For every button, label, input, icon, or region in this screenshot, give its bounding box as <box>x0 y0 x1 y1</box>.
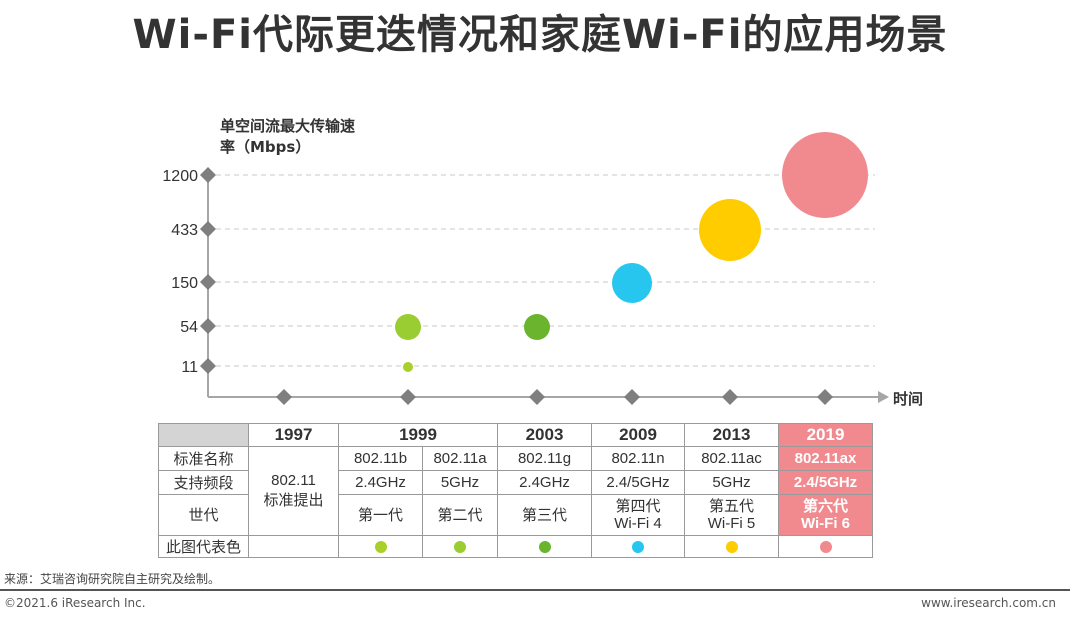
y-tick-label-150: 150 <box>171 275 198 292</box>
y-axis-label-line-1: 单空间流最大传输速 <box>220 117 355 135</box>
cell-gen-4-line-1: 第四代 <box>615 498 661 515</box>
cell-1997-line-1: 802.11 <box>271 472 316 489</box>
table-header-row: 1997 1999 2003 2009 2013 2019 <box>158 423 873 447</box>
color-dot-80211ax <box>819 541 832 554</box>
cell-gen-6-line-2: Wi-Fi 6 <box>800 515 851 532</box>
cell-name-80211n: 802.11n <box>591 446 685 471</box>
cell-band-80211ac: 5GHz <box>684 470 779 495</box>
cell-band-80211ax: 2.4/5GHz <box>778 470 873 495</box>
x-axis-label: 时间 <box>893 390 923 408</box>
year-header-2019: 2019 <box>778 423 873 447</box>
cell-name-80211ac: 802.11ac <box>684 446 779 471</box>
y-tick-label-11: 11 <box>181 359 198 376</box>
color-dot-80211n <box>632 541 644 554</box>
year-header-2013: 2013 <box>684 423 779 447</box>
source-note: 来源：艾瑞咨询研究院自主研究及绘制。 <box>4 572 221 586</box>
cell-gen-6: 第六代 Wi-Fi 6 <box>778 494 873 536</box>
cell-gen-3: 第三代 <box>497 494 592 536</box>
cell-band-80211g: 2.4GHz <box>497 470 592 495</box>
copyright: ©2021.6 iResearch Inc. <box>4 596 146 610</box>
cell-color-80211ac <box>684 535 779 558</box>
y-tick-marker-1200 <box>200 167 216 183</box>
y-tick-marker-54 <box>200 318 216 334</box>
website-link[interactable]: www.iresearch.com.cn <box>921 596 1056 610</box>
y-tick-label-433: 433 <box>171 222 198 239</box>
cell-band-80211b: 2.4GHz <box>338 470 423 495</box>
row-label-band: 支持频段 <box>158 470 249 495</box>
row-label-generation: 世代 <box>158 494 249 536</box>
year-header-1997: 1997 <box>248 423 339 447</box>
row-label-color: 此图代表色 <box>158 535 249 558</box>
color-dot-80211b <box>374 541 387 554</box>
cell-1997-merged: 802.11 标准提出 <box>248 446 339 536</box>
bubble-1999-54 <box>395 314 421 340</box>
cell-gen-1: 第一代 <box>338 494 423 536</box>
cell-gen-1-line-1: 第一代 <box>357 506 403 524</box>
cell-color-80211n <box>591 535 685 558</box>
bubble-2009-150 <box>612 263 652 303</box>
cell-gen-2: 第二代 <box>422 494 498 536</box>
x-tick-marker-2009 <box>624 389 640 405</box>
bubbles <box>395 132 868 372</box>
x-tick-marker-1997 <box>276 389 292 405</box>
table-row-color: 此图代表色 <box>158 535 873 558</box>
cell-band-80211a: 5GHz <box>422 470 498 495</box>
x-tick-marker-2013 <box>722 389 738 405</box>
table-corner-cell <box>158 423 249 447</box>
y-tick-label-54: 54 <box>180 319 198 336</box>
color-dot-80211ac <box>725 541 738 554</box>
cell-gen-4: 第四代 Wi-Fi 4 <box>591 494 685 536</box>
year-header-1999: 1999 <box>338 423 498 447</box>
cell-color-80211ax <box>778 535 873 558</box>
cell-name-80211b: 802.11b <box>338 446 423 471</box>
cell-gen-2-line-1: 第二代 <box>437 506 483 524</box>
x-tick-marker-2019 <box>817 389 833 405</box>
cell-band-80211n: 2.4/5GHz <box>591 470 685 495</box>
cell-name-80211g: 802.11g <box>497 446 592 471</box>
cell-gen-4-line-2: Wi-Fi 4 <box>614 515 662 532</box>
cell-gen-6-line-1: 第六代 <box>802 498 848 515</box>
y-tick-marker-150 <box>200 274 216 290</box>
bubble-chart: 单空间流最大传输速 率（Mbps） 时间 1200 433 150 54 11 <box>162 117 923 408</box>
cell-color-80211a <box>422 535 498 558</box>
y-axis-label-line-2: 率（Mbps） <box>220 138 310 156</box>
wifi-spec-table: 1997 1999 2003 2009 2013 2019 标准名称 802.1… <box>158 423 873 558</box>
cell-gen-3-line-1: 第三代 <box>521 506 567 524</box>
table-row-standard-name: 标准名称 802.11 标准提出 802.11b 802.11a 802.11g… <box>158 446 873 536</box>
footer-divider <box>0 589 1070 591</box>
color-dot-80211g <box>538 541 551 554</box>
x-tick-marker-2003 <box>529 389 545 405</box>
chart-gridlines <box>216 174 875 367</box>
bubble-2019-1200 <box>782 132 868 218</box>
cell-color-80211g <box>497 535 592 558</box>
x-tick-marker-1999 <box>400 389 416 405</box>
y-tick-marker-433 <box>200 221 216 237</box>
cell-gen-5: 第五代 Wi-Fi 5 <box>684 494 779 536</box>
year-header-2003: 2003 <box>497 423 592 447</box>
year-header-2009: 2009 <box>591 423 685 447</box>
cell-color-1997 <box>248 535 339 558</box>
cell-name-80211ax: 802.11ax <box>778 446 873 471</box>
cell-color-80211b <box>338 535 423 558</box>
page-title: Wi-Fi代际更迭情况和家庭Wi-Fi的应用场景 <box>132 12 948 58</box>
y-tick-marker-11 <box>200 358 216 374</box>
x-axis-arrow <box>878 391 889 403</box>
bubble-1999-11 <box>403 362 413 372</box>
cell-gen-5-line-1: 第五代 <box>708 498 754 515</box>
cell-1997-line-2: 标准提出 <box>263 492 324 509</box>
cell-gen-5-line-2: Wi-Fi 5 <box>707 515 756 532</box>
cell-name-80211a: 802.11a <box>422 446 498 471</box>
bubble-2003-54 <box>524 314 550 340</box>
table-row-band: 支持频段 2.4GHz 5GHz 2.4GHz 2.4/5GHz 5GHz 2.… <box>158 470 873 495</box>
y-tick-label-1200: 1200 <box>162 168 198 185</box>
x-ticks <box>276 389 833 405</box>
bubble-2013-433 <box>699 199 761 261</box>
y-ticks: 1200 433 150 54 11 <box>162 167 216 376</box>
row-label-standard-name: 标准名称 <box>158 446 249 471</box>
color-dot-80211a <box>454 541 466 554</box>
